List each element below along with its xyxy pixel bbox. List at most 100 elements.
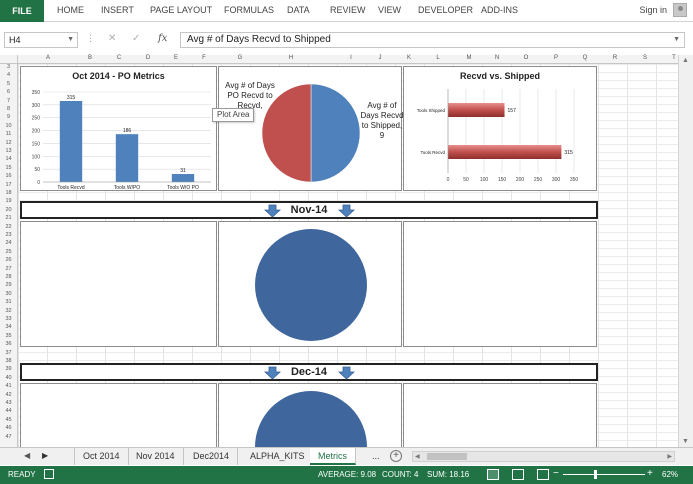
row-header-20[interactable]: 20 <box>5 206 12 213</box>
column-header-m[interactable]: M <box>466 55 472 61</box>
column-header-s[interactable]: S <box>642 55 648 61</box>
column-header-c[interactable]: C <box>116 55 122 61</box>
tab-view[interactable]: VIEW <box>378 5 402 15</box>
column-header-k[interactable]: K <box>406 55 412 61</box>
tab-next-icon[interactable]: ▶ <box>42 451 49 460</box>
sheet-tab-oct-2014[interactable]: Oct 2014 <box>74 448 129 465</box>
formula-input[interactable]: Avg # of Days Recvd to Shipped ▼ <box>180 32 685 48</box>
zoom-in-icon[interactable]: + <box>647 468 653 479</box>
sheet-tab-dec2014[interactable]: Dec2014 <box>185 448 239 465</box>
vertical-scrollbar[interactable]: ▲ ▼ <box>678 55 693 447</box>
sheet-tab-metrics[interactable]: Metrics <box>310 448 356 465</box>
row-header-43[interactable]: 43 <box>5 400 12 406</box>
column-header-o[interactable]: O <box>523 55 529 61</box>
row-header-30[interactable]: 30 <box>5 290 12 297</box>
row-header-33[interactable]: 33 <box>5 316 12 322</box>
tab-prev-icon[interactable]: ◀ <box>24 451 31 460</box>
dec-chart-right[interactable] <box>403 383 597 447</box>
row-header-28[interactable]: 28 <box>5 274 12 280</box>
row-header-5[interactable]: 5 <box>6 80 11 87</box>
add-sheet-icon[interactable]: + <box>390 450 402 462</box>
row-header-26[interactable]: 26 <box>5 257 12 264</box>
row-header-34[interactable]: 34 <box>5 324 12 331</box>
row-header-31[interactable]: 31 <box>5 299 12 306</box>
normal-view-icon[interactable] <box>487 469 499 480</box>
dec-chart-left[interactable] <box>20 383 217 447</box>
chevron-down-icon[interactable]: ▼ <box>67 36 74 43</box>
row-header-25[interactable]: 25 <box>5 248 12 255</box>
nov-pie-chart[interactable] <box>218 221 402 347</box>
column-header-e[interactable]: E <box>173 55 179 61</box>
zoom-slider[interactable] <box>563 474 645 475</box>
column-header-r[interactable]: R <box>612 55 618 61</box>
signin-link[interactable]: Sign in <box>639 5 667 15</box>
horizontal-scrollbar[interactable]: ◀ ▶ <box>412 451 675 462</box>
row-header-10[interactable]: 10 <box>5 122 12 129</box>
sheet-tab-nov-2014[interactable]: Nov 2014 <box>128 448 184 465</box>
row-header-7[interactable]: 7 <box>6 97 11 104</box>
row-header-32[interactable]: 32 <box>5 307 12 314</box>
avatar-icon[interactable] <box>673 3 687 17</box>
insert-function-icon[interactable]: fx <box>158 33 168 44</box>
nov-chart-right[interactable] <box>403 221 597 347</box>
row-header-18[interactable]: 18 <box>5 190 12 196</box>
row-header-42[interactable]: 42 <box>5 391 12 398</box>
select-all-corner[interactable] <box>0 55 18 64</box>
row-header-36[interactable]: 36 <box>5 341 12 348</box>
macro-record-icon[interactable] <box>44 469 54 479</box>
row-header-17[interactable]: 17 <box>5 181 12 188</box>
page-break-view-icon[interactable] <box>537 469 549 480</box>
column-header-n[interactable]: N <box>494 55 500 61</box>
scroll-left-icon[interactable]: ◀ <box>415 454 420 460</box>
row-header-21[interactable]: 21 <box>5 215 12 222</box>
row-header-12[interactable]: 12 <box>5 139 12 146</box>
column-header-d[interactable]: D <box>145 55 151 61</box>
tab-formulas[interactable]: FORMULAS <box>224 5 275 15</box>
column-header-b[interactable]: B <box>87 55 93 61</box>
row-header-3[interactable]: 3 <box>6 64 11 70</box>
file-tab[interactable]: FILE <box>0 0 44 22</box>
column-header-t[interactable]: T <box>672 55 676 61</box>
row-header-14[interactable]: 14 <box>5 156 12 163</box>
row-header-22[interactable]: 22 <box>5 223 12 230</box>
scroll-right-icon[interactable]: ▶ <box>667 454 672 460</box>
row-header-9[interactable]: 9 <box>6 114 11 121</box>
row-header-39[interactable]: 39 <box>5 366 12 373</box>
row-header-27[interactable]: 27 <box>5 265 12 272</box>
row-header-46[interactable]: 46 <box>5 425 12 432</box>
row-header-45[interactable]: 45 <box>5 416 12 423</box>
row-header-4[interactable]: 4 <box>6 72 11 79</box>
row-header-44[interactable]: 44 <box>5 408 12 415</box>
row-header-40[interactable]: 40 <box>5 374 12 381</box>
row-header-8[interactable]: 8 <box>6 106 11 112</box>
column-header-p[interactable]: P <box>553 55 559 61</box>
row-header-15[interactable]: 15 <box>5 164 12 171</box>
tab-page-layout[interactable]: PAGE LAYOUT <box>150 5 213 15</box>
tab-review[interactable]: REVIEW <box>330 5 366 15</box>
row-header-35[interactable]: 35 <box>5 332 12 339</box>
name-box[interactable]: H4 ▼ <box>4 32 78 48</box>
zoom-level[interactable]: 62% <box>662 470 679 479</box>
row-header-11[interactable]: 11 <box>5 131 12 138</box>
tab-developer[interactable]: DEVELOPER <box>418 5 474 15</box>
scroll-thumb[interactable] <box>427 453 467 460</box>
tab-home[interactable]: HOME <box>57 5 84 15</box>
column-header-j[interactable]: J <box>378 55 382 61</box>
column-header-g[interactable]: G <box>237 55 243 61</box>
zoom-out-icon[interactable]: − <box>553 468 559 479</box>
scroll-down-icon[interactable]: ▼ <box>682 438 689 445</box>
expand-formula-icon[interactable]: ▼ <box>673 36 680 43</box>
column-header-l[interactable]: L <box>436 55 440 61</box>
enter-icon[interactable]: ✓ <box>132 33 141 44</box>
recvd-vs-shipped-chart[interactable]: Recvd vs. Shipped 0 50 100 150 200 250 300 350 1… <box>403 66 597 191</box>
row-header-13[interactable]: 13 <box>5 148 12 154</box>
column-header-i[interactable]: I <box>350 55 352 61</box>
sheet-tab-alpha-kits[interactable]: ALPHA_KITS <box>242 448 314 465</box>
column-header-f[interactable]: F <box>202 55 206 61</box>
row-header-24[interactable]: 24 <box>5 240 12 247</box>
page-layout-view-icon[interactable] <box>512 469 524 480</box>
cancel-icon[interactable]: ✕ <box>108 33 117 44</box>
tab-data[interactable]: DATA <box>287 5 310 15</box>
column-header-h[interactable]: H <box>288 55 294 61</box>
row-header-19[interactable]: 19 <box>5 198 12 205</box>
